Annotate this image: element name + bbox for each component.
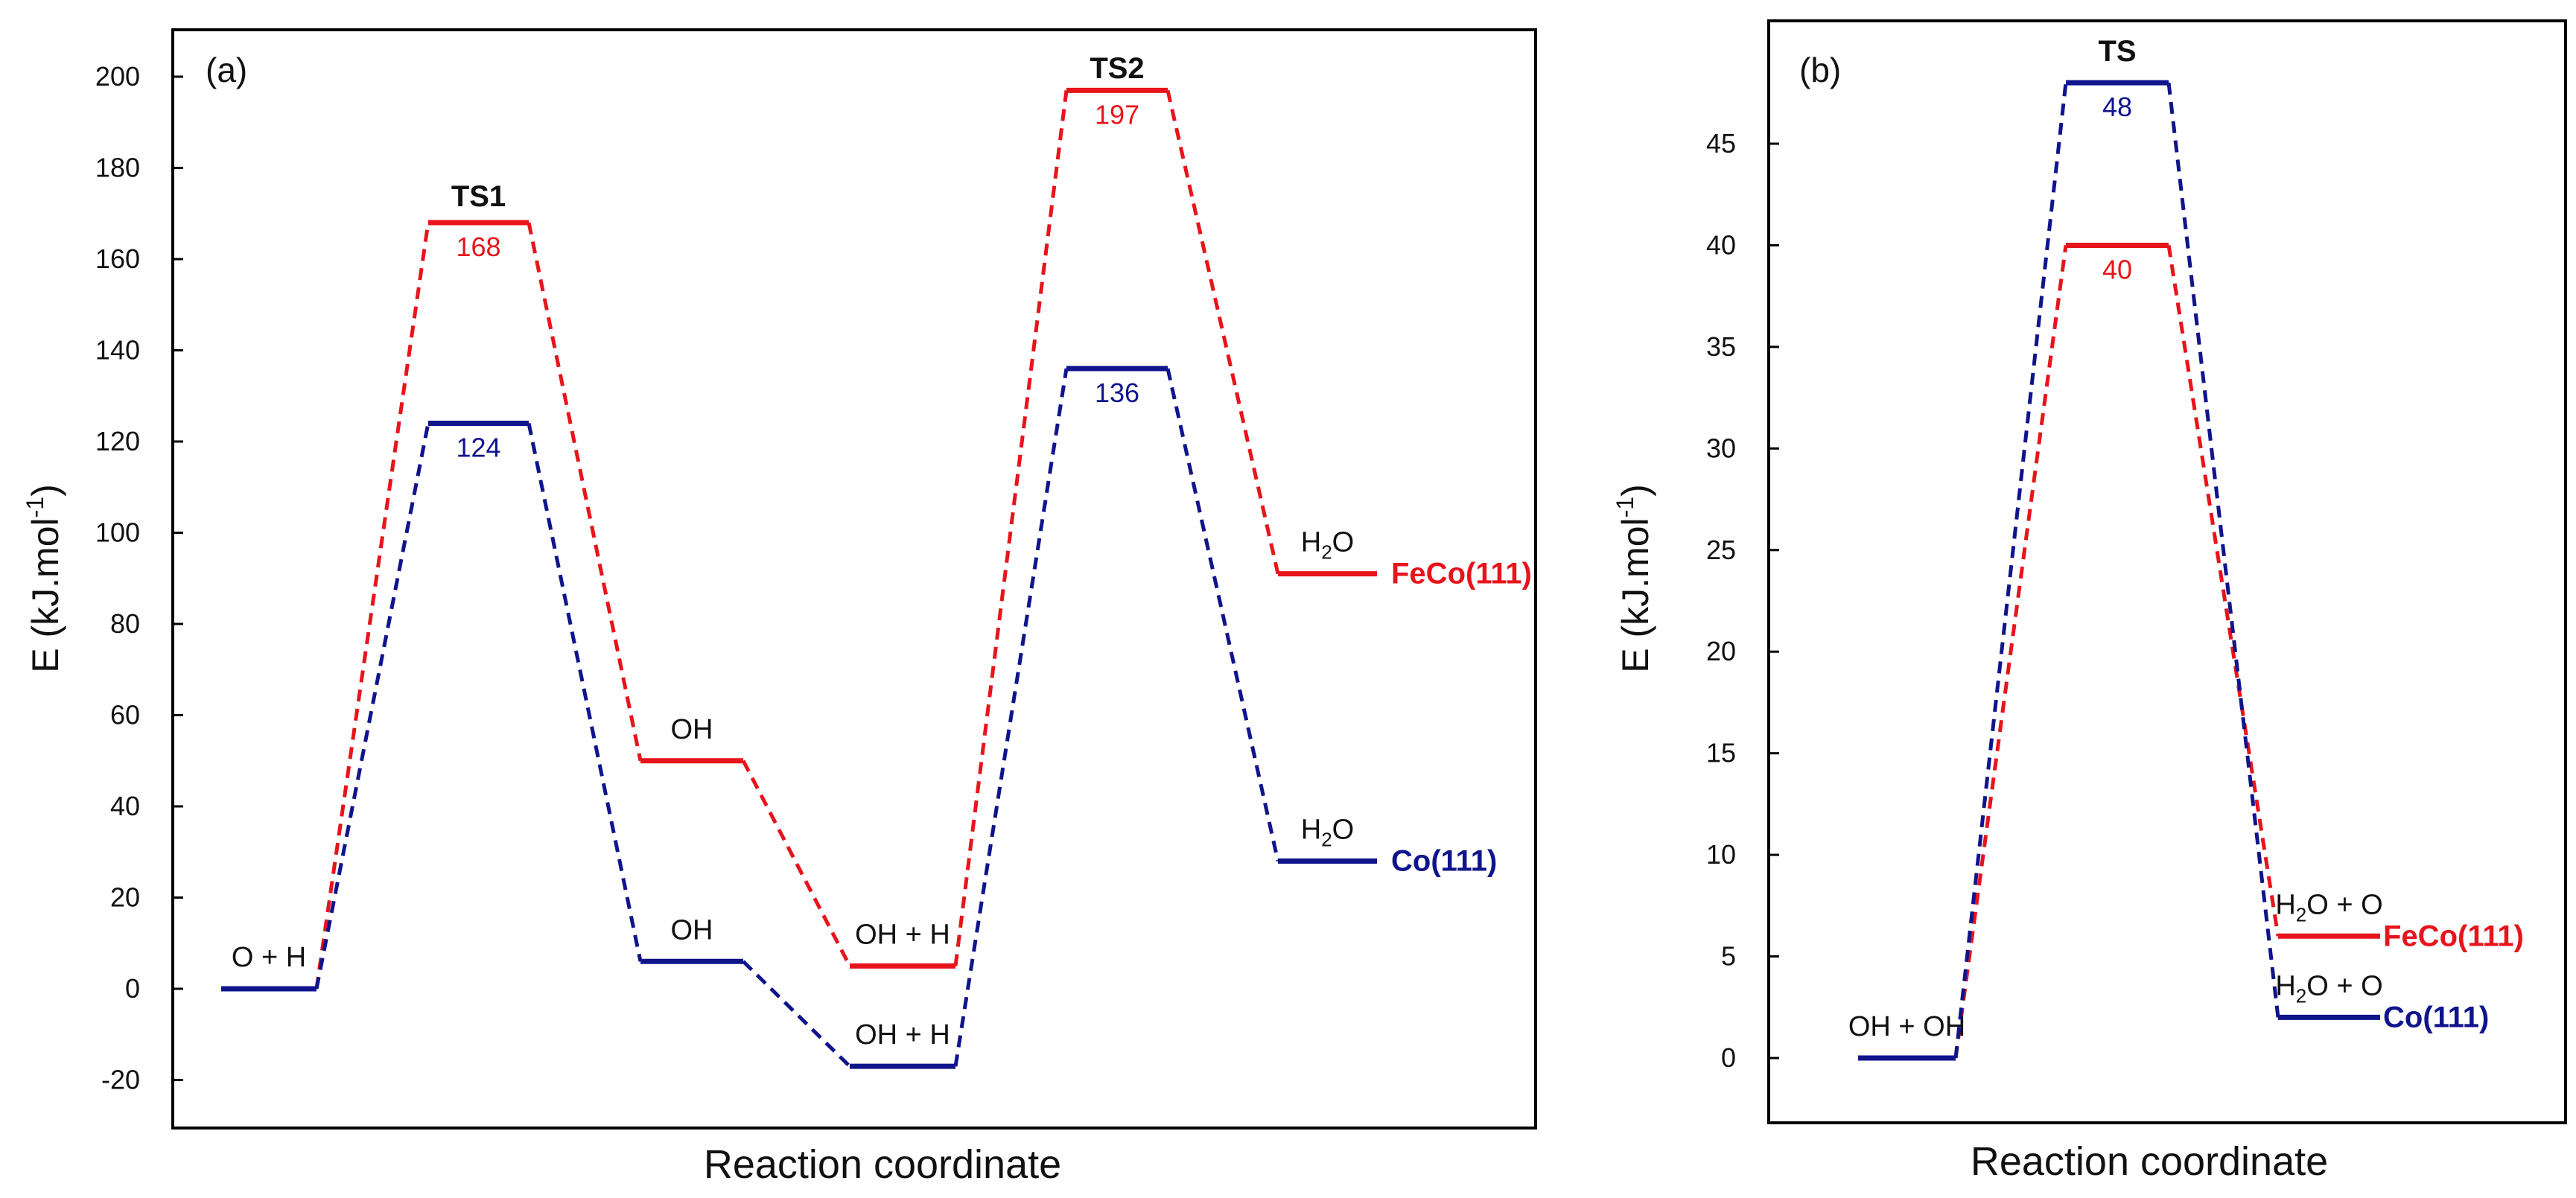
y-axis-label-close: ) <box>1615 484 1656 497</box>
connector-line <box>1165 368 1280 862</box>
plot-frame <box>1767 19 2567 1124</box>
y-tick-label: 25 <box>1706 535 1736 565</box>
value-label: 136 <box>1095 377 1139 408</box>
y-tick-label: 0 <box>1721 1042 1736 1073</box>
value-label: 168 <box>456 232 500 262</box>
y-tick-label: 10 <box>1706 839 1736 870</box>
connector-line <box>1953 245 2068 1059</box>
y-tick-label: 20 <box>110 882 140 913</box>
value-label: 197 <box>1095 99 1139 130</box>
y-tick-label: 160 <box>95 243 140 274</box>
connector-line <box>1953 82 2068 1059</box>
state-label: OH + OH <box>1848 1011 1965 1042</box>
value-label: 124 <box>456 433 500 463</box>
state-label: H2O + O <box>2275 970 2382 1007</box>
y-axis-label-sup: -1 <box>22 497 48 517</box>
series-feco: 168 197 O + H OH OH + H H2O FeCo(111) <box>221 87 1532 992</box>
value-label: 40 <box>2102 254 2132 284</box>
connector-line <box>527 222 643 762</box>
panel-b: 45 40 35 30 25 20 15 10 5 0 E (kJ.mol-1) Reaction c… <box>1612 19 2567 1184</box>
y-tick-label: 180 <box>95 153 140 183</box>
connector-line <box>314 222 430 990</box>
y-axis-label-sup: -1 <box>1612 497 1638 517</box>
x-axis-label: Reaction coordinate <box>1971 1139 2328 1184</box>
y-axis-label-main: E (kJ.mol <box>25 517 66 672</box>
y-tick-label: 120 <box>95 426 140 456</box>
y-tick-label: 20 <box>1706 636 1736 666</box>
y-tick-label: -20 <box>101 1065 140 1095</box>
state-label: OH + H <box>855 919 950 950</box>
y-tick-label: 35 <box>1706 331 1736 362</box>
y-tick-label: 60 <box>110 700 140 730</box>
y-axis-label: E (kJ.mol-1) <box>1612 484 1656 672</box>
legend-label: FeCo(111) <box>1391 558 1532 590</box>
legend-label: FeCo(111) <box>2383 920 2524 952</box>
connector-line <box>527 422 643 962</box>
y-tick-label: 100 <box>95 517 140 548</box>
y-tick-label: 30 <box>1706 433 1736 463</box>
y-tick-label: 140 <box>95 335 140 366</box>
y-tick-label: 80 <box>110 608 140 639</box>
connector-line <box>314 423 430 990</box>
legend-label: Co(111) <box>2383 1001 2489 1033</box>
connector-line <box>741 759 852 967</box>
y-axis-label: E (kJ.mol-1) <box>22 484 66 672</box>
y-axis-label-close: ) <box>25 484 66 497</box>
panel-label: (a) <box>206 51 247 89</box>
state-label: H2O <box>1301 527 1354 564</box>
connector-line <box>742 960 851 1068</box>
state-label: OH + H <box>855 1019 950 1051</box>
state-label: O + H <box>232 942 306 973</box>
series-co: 124 136 OH OH + H H2O Co(111) <box>221 366 1497 1069</box>
y-tick-label: 15 <box>1706 738 1736 768</box>
legend-label: Co(111) <box>1391 845 1497 878</box>
connector-line <box>2166 82 2280 1018</box>
y-tick-label: 40 <box>110 791 140 821</box>
value-label: 48 <box>2102 92 2132 122</box>
y-axis-label-main: E (kJ.mol <box>1615 517 1656 672</box>
ts-label: TS <box>2098 35 2136 68</box>
ts-label: TS2 <box>1090 52 1144 85</box>
plot-frame <box>171 28 1537 1130</box>
state-label: OH <box>671 914 713 946</box>
connector-line <box>953 90 1069 966</box>
state-label: OH <box>671 714 713 745</box>
y-tick-label: 5 <box>1721 941 1736 972</box>
panel-label: (b) <box>1799 51 1841 89</box>
state-label: H2O + O <box>2275 889 2382 925</box>
y-tick-label: 0 <box>125 973 140 1004</box>
x-axis-label: Reaction coordinate <box>704 1142 1061 1187</box>
connector-line <box>2166 245 2280 937</box>
y-tick-label: 200 <box>95 61 140 92</box>
y-tick-label: 45 <box>1706 128 1736 159</box>
ts-label: TS1 <box>451 180 506 213</box>
y-tick-label: 40 <box>1706 229 1736 260</box>
state-label: H2O <box>1301 815 1354 851</box>
connector-line <box>953 368 1069 1067</box>
connector-line <box>1165 89 1280 575</box>
